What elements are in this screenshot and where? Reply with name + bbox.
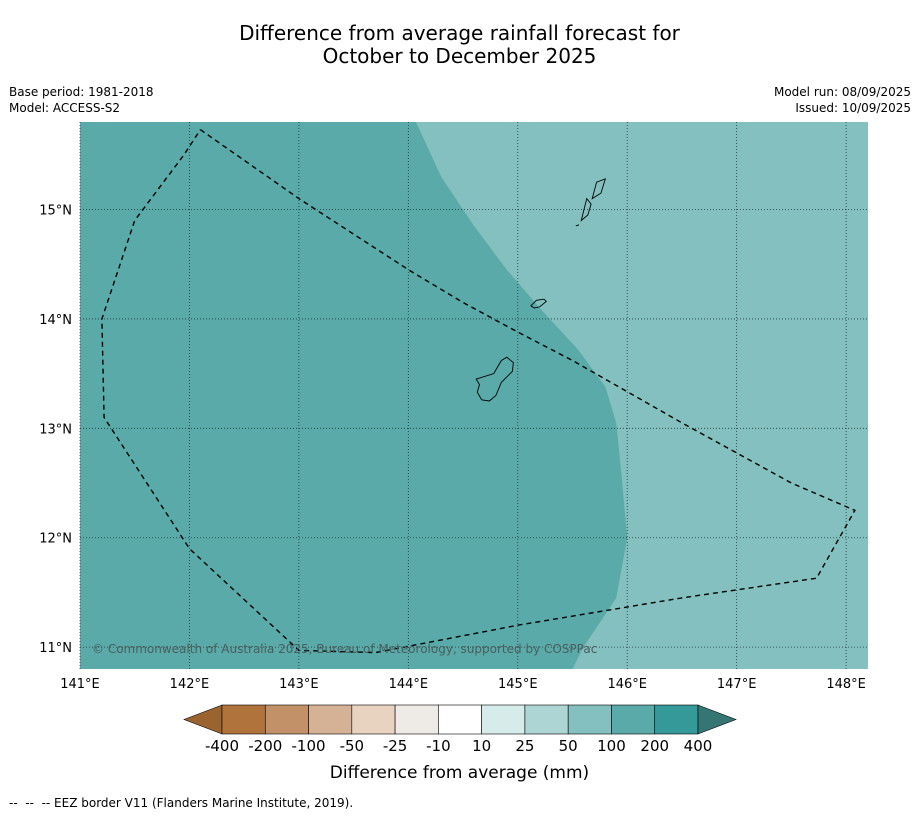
region-100-200 [80, 122, 628, 669]
colorbar-swatch [264, 704, 309, 735]
colorbar-label: Difference from average (mm) [330, 763, 589, 783]
colorbar-swatch [308, 704, 353, 735]
y-tick-label: 14°N [39, 313, 72, 328]
title-line-2: October to December 2025 [322, 44, 597, 68]
y-tick-label: 11°N [39, 641, 72, 656]
colorbar-swatch [524, 704, 569, 735]
colorbar-swatch [221, 704, 266, 735]
colorbar-swatch [394, 704, 439, 735]
colorbar-over-arrow [697, 704, 737, 735]
x-tick-label: 141°E [60, 677, 100, 692]
colorbar-tick-label: -400 [205, 737, 239, 755]
colorbar-tick-label: 50 [559, 737, 578, 755]
model-run-text: Model run: 08/09/2025 [773, 85, 911, 99]
x-tick-label: 145°E [498, 677, 538, 692]
colorbar-tick-label: -25 [383, 737, 408, 755]
colorbar: -400 -200 -100 -50 -25 -10 10 25 50 100 200 400 Diff… [183, 704, 737, 783]
issued-text: Issued: 10/09/2025 [795, 101, 911, 115]
x-tick-label: 146°E [607, 677, 647, 692]
model-text: Model: ACCESS-S2 [9, 101, 121, 115]
x-tick-label: 142°E [170, 677, 210, 692]
chart-title: Difference from average rainfall forecas… [0, 22, 919, 68]
island-saipan [591, 178, 607, 200]
colorbar-tick-label: 25 [515, 737, 534, 755]
colorbar-tick-label: 10 [472, 737, 491, 755]
eez-border-line [101, 129, 856, 654]
meta-left: Base period: 1981-2018 Model: ACCESS-S2 [9, 84, 154, 116]
colorbar-swatch [481, 704, 526, 735]
y-tick-label: 12°N [39, 532, 72, 547]
colorbar-tick-label: -100 [292, 737, 326, 755]
meta-right: Model run: 08/09/2025 Issued: 10/09/2025 [774, 84, 911, 116]
base-period-text: Base period: 1981-2018 [9, 85, 154, 99]
colorbar-under-arrow [183, 704, 223, 735]
x-tick-label: 148°E [826, 677, 866, 692]
colorbar-tick-label: 200 [640, 737, 669, 755]
colorbar-swatch [438, 704, 482, 735]
colorbar-swatch [611, 704, 656, 735]
colorbar-swatch [654, 704, 699, 735]
y-tick-label: 13°N [39, 422, 72, 437]
colorbar-tick-label: -50 [340, 737, 365, 755]
island-tinian [580, 197, 592, 222]
island-aguijan [575, 224, 580, 227]
island-rota [530, 298, 547, 309]
colorbar-swatch [567, 704, 612, 735]
y-tick-label: 15°N [39, 204, 72, 219]
colorbar-tick-label: -200 [248, 737, 282, 755]
map-layer: 141°E 142°E 143°E 144°E 145°E 146°E 147°E 148°E… [39, 122, 868, 692]
copyright-text: © Commonwealth of Australia 2025, Bureau… [92, 642, 597, 656]
colorbar-tick-label: -10 [426, 737, 451, 755]
x-tick-label: 143°E [279, 677, 319, 692]
colorbar-tick-label: 400 [684, 737, 713, 755]
x-tick-label: 144°E [389, 677, 429, 692]
colorbar-swatch [351, 704, 396, 735]
island-guam [475, 356, 514, 402]
eez-footnote: -- -- -- EEZ border V11 (Flanders Marine… [9, 796, 354, 810]
colorbar-tick-label: 100 [597, 737, 626, 755]
x-tick-label: 147°E [717, 677, 757, 692]
title-line-1: Difference from average rainfall forecas… [239, 21, 680, 45]
